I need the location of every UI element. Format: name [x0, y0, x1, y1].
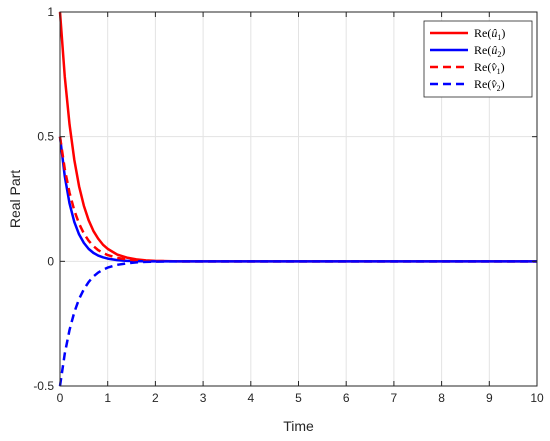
legend-label: Re(v̂1): [474, 60, 505, 76]
legend-entry-4: Re(v̂2): [430, 77, 505, 93]
y-tick-label: 0.5: [37, 130, 54, 144]
legend-label: Re(v̂2): [474, 77, 505, 93]
x-tick-label: 3: [200, 391, 207, 405]
x-tick-label: 4: [247, 391, 254, 405]
series-lines: [58, 11, 537, 387]
x-tick-label: 10: [530, 391, 544, 405]
x-tick-label: 7: [391, 391, 398, 405]
series-line-2: [58, 136, 537, 263]
y-tick-label: 1: [47, 5, 54, 19]
y-tick-labels: -0.5 0 0.5 1: [33, 5, 54, 393]
x-tick-label: 8: [438, 391, 445, 405]
axis-ticks: [59, 11, 538, 387]
y-tick-label: -0.5: [33, 379, 54, 393]
x-tick-labels: 0 1 2 3 4 5 6 7 8 9 10: [57, 391, 544, 405]
x-tick-label: 5: [295, 391, 302, 405]
legend-entry-2: Re(û2): [430, 43, 505, 59]
x-axis-label: Time: [283, 418, 314, 434]
x-tick-label: 1: [104, 391, 111, 405]
x-tick-label: 6: [343, 391, 350, 405]
x-tick-label: 9: [486, 391, 493, 405]
legend-label: Re(û2): [474, 43, 505, 59]
y-axis-label: Real Part: [7, 170, 23, 228]
x-tick-label: 0: [57, 391, 64, 405]
legend-items: Re(û1)Re(û2)Re(v̂1)Re(v̂2): [430, 26, 505, 93]
y-tick-label: 0: [47, 254, 54, 268]
legend-entry-1: Re(û1): [430, 26, 505, 42]
legend-entry-3: Re(v̂1): [430, 60, 505, 76]
legend-label: Re(û1): [474, 26, 505, 42]
legend: Re(û1)Re(û2)Re(v̂1)Re(v̂2): [423, 20, 533, 98]
x-tick-label: 2: [152, 391, 159, 405]
